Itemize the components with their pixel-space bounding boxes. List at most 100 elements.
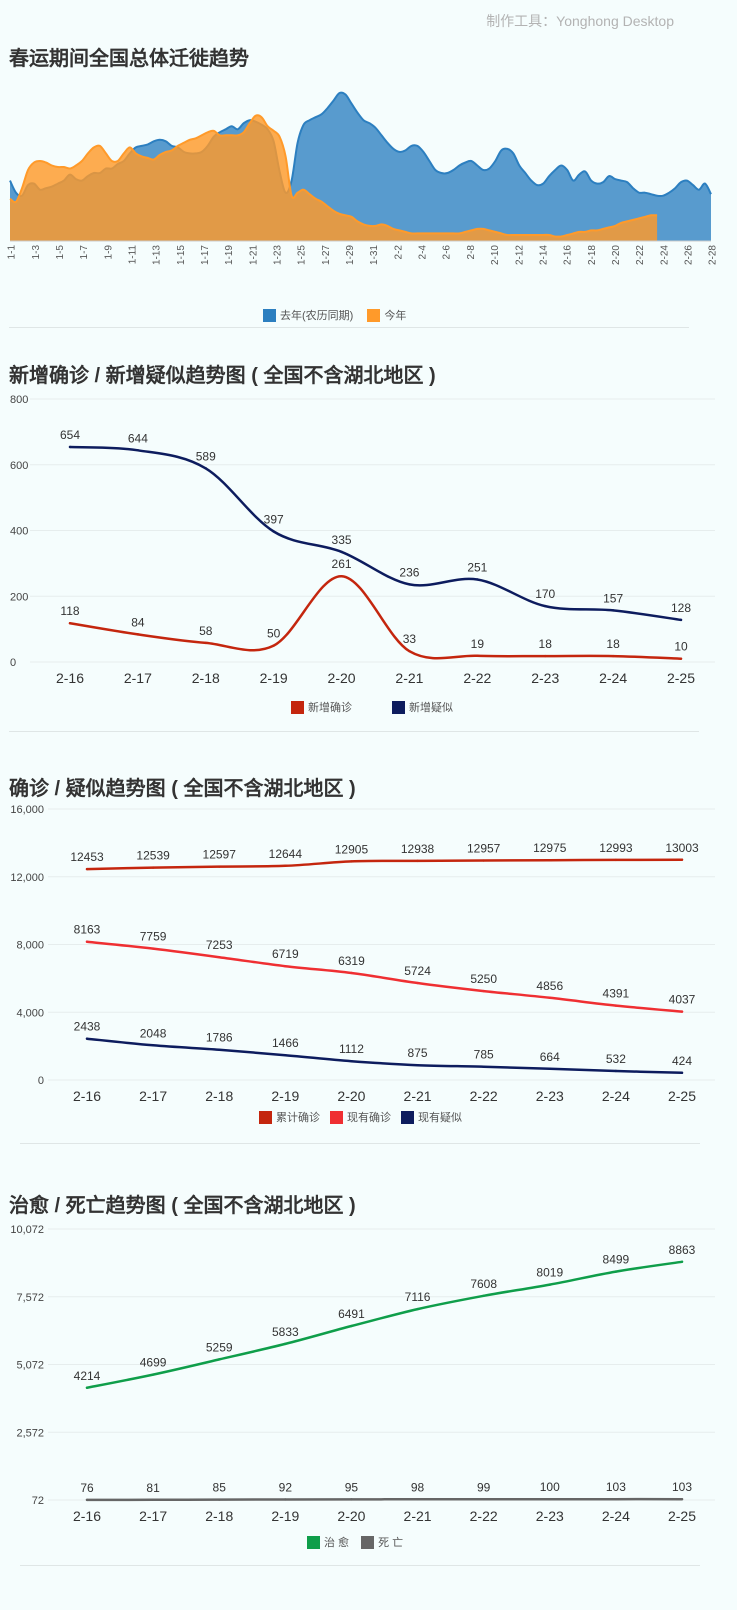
legend-item-dead[interactable]: 死 亡 xyxy=(361,1534,403,1550)
x-tick-label: 1-9 xyxy=(103,245,114,260)
new-confirmed-data-label: 18 xyxy=(606,637,620,651)
x-tick-label: 2-17 xyxy=(124,670,152,686)
migration-chart: 1-1 1-3 1-5 1-7 1-9 1-11 1-13 1-15 1-17 1-19 1-21 1… xyxy=(7,91,719,265)
current-suspected-point xyxy=(680,1071,684,1075)
legend-label-last-year: 去年(农历同期) xyxy=(280,310,354,322)
current-confirmed-point xyxy=(218,955,221,959)
dead-data-label: 103 xyxy=(606,1480,626,1494)
new-suspected-point xyxy=(679,618,683,622)
y-tick-label: 200 xyxy=(10,591,28,603)
dead-line xyxy=(85,1497,684,1502)
x-tick-label: 2-25 xyxy=(668,1508,696,1524)
legend-swatch-current-suspected xyxy=(401,1110,414,1124)
total-confirmed-data-label: 12539 xyxy=(136,849,170,863)
total-confirmed-data-label: 12938 xyxy=(401,842,435,856)
x-tick-label: 2-28 xyxy=(708,245,719,265)
current-suspected-data-label: 1786 xyxy=(206,1031,233,1045)
dead-point xyxy=(482,1498,485,1501)
current-suspected-point xyxy=(548,1067,551,1070)
new-suspected-point xyxy=(544,604,547,608)
migration-title: 春运期间全国总体迁徙趋势 xyxy=(9,48,249,70)
current-suspected-point xyxy=(350,1059,353,1063)
cured-data-label: 4214 xyxy=(74,1369,101,1383)
x-tick-label: 1-23 xyxy=(273,245,284,265)
x-tick-label: 2-16 xyxy=(563,245,574,265)
migration-legend: 去年(农历同期) 今年 xyxy=(263,307,406,323)
dead-point xyxy=(85,1498,89,1502)
new-confirmed-point xyxy=(611,654,615,658)
legend-item-total-confirmed[interactable]: 累计确诊 xyxy=(259,1109,320,1125)
x-tick-label: 1-17 xyxy=(200,245,211,265)
legend-label-current-confirmed: 现有确诊 xyxy=(347,1112,391,1124)
x-tick-label: 1-25 xyxy=(297,245,308,265)
x-tick-label: 2-19 xyxy=(271,1508,299,1524)
cured-data-label: 6491 xyxy=(338,1307,365,1321)
x-tick-label: 1-7 xyxy=(79,245,90,260)
total-confirmed-data-label: 12993 xyxy=(599,841,633,855)
new-suspected-data-label: 335 xyxy=(332,533,352,547)
dead-point xyxy=(350,1498,353,1501)
x-tick-label: 2-22 xyxy=(463,670,491,686)
current-confirmed-data-label: 7759 xyxy=(140,930,167,944)
x-tick-label: 2-20 xyxy=(328,670,356,686)
cured-point xyxy=(85,1386,89,1389)
x-tick-label: 1-21 xyxy=(248,245,259,265)
separator xyxy=(9,327,689,328)
x-tick-label: 2-24 xyxy=(602,1508,630,1524)
dead-data-label: 81 xyxy=(146,1481,160,1495)
new-suspected-point xyxy=(272,530,275,533)
legend-item-current-confirmed[interactable]: 现有确诊 xyxy=(330,1109,391,1125)
x-tick-label: 1-19 xyxy=(224,245,235,265)
current-suspected-data-label: 2438 xyxy=(74,1020,101,1034)
legend-item-last-year[interactable]: 去年(农历同期) xyxy=(263,307,353,323)
x-tick-label: 2-20 xyxy=(611,245,622,265)
y-tick-label: 0 xyxy=(10,657,16,669)
cured-line xyxy=(85,1260,684,1390)
legend-item-current-suspected[interactable]: 现有疑似 xyxy=(401,1109,462,1125)
current-suspected-data-label: 424 xyxy=(672,1054,692,1068)
current-suspected-point xyxy=(284,1053,287,1057)
dead-point xyxy=(151,1498,155,1501)
x-tick-label: 2-24 xyxy=(659,245,670,265)
cured-point xyxy=(680,1260,684,1263)
x-tick-label: 2-8 xyxy=(466,245,477,260)
total-confirmed-data-label: 12905 xyxy=(335,842,369,856)
new-confirmed-point xyxy=(340,574,343,578)
current-suspected-point xyxy=(218,1048,221,1051)
new-confirmed-point xyxy=(136,633,140,636)
x-tick-label: 2-2 xyxy=(393,245,404,260)
new-suspected-data-label: 157 xyxy=(603,591,623,605)
y-tick-label: 12,000 xyxy=(10,872,44,884)
new-confirmed-data-label: 19 xyxy=(471,637,485,651)
y-tick-label: 10,072 xyxy=(10,1224,44,1236)
new-confirmed-point xyxy=(476,654,479,657)
current-confirmed-point xyxy=(85,940,89,943)
x-tick-label: 2-10 xyxy=(490,245,501,265)
current-suspected-data-label: 1466 xyxy=(272,1036,299,1050)
current-confirmed-point xyxy=(548,996,551,999)
new-confirmed-point xyxy=(679,657,683,660)
total-confirmed-point xyxy=(416,859,419,863)
y-tick-label: 7,572 xyxy=(16,1292,44,1304)
new-suspected-point xyxy=(68,445,72,449)
legend-item-new-confirmed[interactable]: 新增确诊 xyxy=(291,699,352,715)
legend-item-this-year[interactable]: 今年 xyxy=(367,307,406,323)
x-tick-label: 2-23 xyxy=(531,670,559,686)
new-suspected-point xyxy=(408,583,411,586)
dead-data-label: 98 xyxy=(411,1480,425,1494)
dead-data-label: 103 xyxy=(672,1480,692,1494)
y-tick-label: 16,000 xyxy=(10,804,44,816)
new-suspected-data-label: 654 xyxy=(60,428,80,442)
current-confirmed-data-label: 4391 xyxy=(603,987,630,1001)
current-confirmed-data-label: 5724 xyxy=(404,964,431,978)
current-confirmed-data-label: 6319 xyxy=(338,954,365,968)
dead-data-label: 99 xyxy=(477,1480,491,1494)
area-this-year-fill xyxy=(10,115,658,241)
cured-data-label: 4699 xyxy=(140,1356,167,1370)
total-confirmed-point xyxy=(548,859,551,862)
legend-item-new-suspected[interactable]: 新增疑似 xyxy=(392,699,453,715)
current-confirmed-point xyxy=(614,1004,618,1007)
legend-item-cured[interactable]: 治 愈 xyxy=(307,1534,349,1550)
new-confirmed-data-label: 18 xyxy=(539,637,553,651)
current-confirmed-data-label: 6719 xyxy=(272,947,299,961)
